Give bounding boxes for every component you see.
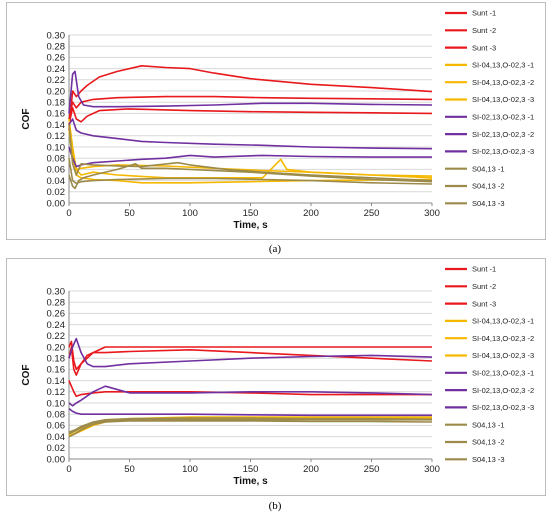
y-tick-label: 0.12 (47, 131, 66, 142)
legend-entry: SI-02,13,O-02,3 -1 (472, 369, 534, 378)
series-line-5 (68, 124, 433, 184)
legend-entry: S04,13 -3 (472, 199, 505, 208)
y-tick-label: 0.02 (47, 443, 66, 454)
legend-entry: SI-02,13,O-02,3 -3 (472, 403, 534, 412)
x-tick-label: 50 (124, 464, 135, 475)
y-tick-label: 0.20 (47, 86, 66, 97)
series-line-3 (68, 380, 432, 398)
chart-panel-b: 0.00 0.02 0.04 0.06 0.08 0.10 0.12 0.14 0.16 0.18… (6, 258, 546, 496)
y-tick-label: 0.00 (47, 198, 66, 209)
series-line-2 (68, 107, 433, 125)
x-tick-label: 300 (424, 464, 440, 475)
series-line-7 (68, 337, 433, 368)
y-tick-label: 0.26 (47, 309, 66, 320)
legend-entry: SI-04,13,O-02,3 -3 (472, 95, 534, 104)
legend-entry: S04,13 -1 (472, 420, 505, 429)
chart-panel-a: 0.00 0.02 0.04 0.06 0.08 0.10 0.12 0.14 0.16 0.18… (6, 2, 546, 240)
y-tick-label: 0.24 (47, 320, 66, 331)
y-tick-label: 0.18 (47, 98, 66, 109)
legend-entry: Sunt -1 (472, 9, 496, 18)
x-tick-label: 150 (243, 208, 259, 219)
y-tick-label: 0.12 (47, 387, 66, 398)
y-tick-label: 0.10 (47, 398, 66, 409)
legend-entry: SI-04,13,O-02,3 -2 (472, 334, 534, 343)
x-tick-label: 0 (66, 464, 71, 475)
x-tick-label: 250 (364, 208, 380, 219)
legend-entry: SI-02,13,O-02,3 -2 (472, 130, 534, 139)
y-tick-label: 0.04 (47, 176, 66, 187)
legend-entry: Sunt -2 (472, 282, 496, 291)
y-axis-title: COF (21, 364, 32, 385)
x-tick-label: 200 (303, 208, 319, 219)
series-line-12 (68, 158, 433, 185)
y-tick-label: 0.22 (47, 331, 66, 342)
legend-entry: Sunt -3 (472, 299, 496, 308)
x-tick-label: 0 (66, 208, 71, 219)
legend-entry: SI-02,13,O-02,3 -3 (472, 147, 534, 156)
y-axis-title: COF (21, 108, 32, 129)
x-tick-label: 250 (364, 464, 380, 475)
series-line-8 (68, 385, 433, 407)
chart-a: 0.000.020.040.060.080.100.120.140.160.18… (21, 9, 534, 231)
x-tick-label: 100 (182, 208, 198, 219)
y-tick-label: 0.26 (47, 53, 66, 64)
y-tick-label: 0.24 (47, 64, 66, 75)
legend-entry: SI-02,13,O-02,3 -1 (472, 113, 534, 122)
legend-entry: SI-04,13,O-02,3 -1 (472, 61, 534, 70)
y-tick-label: 0.14 (47, 376, 66, 387)
series-line-3 (68, 95, 433, 120)
legend-entry: SI-04,13,O-02,3 -3 (472, 351, 534, 360)
y-tick-label: 0.30 (47, 30, 66, 41)
series-line-9 (68, 407, 432, 417)
y-tick-label: 0.18 (47, 354, 66, 365)
legend-entry: S04,13 -2 (472, 182, 505, 191)
x-axis-title: Time, s (233, 220, 268, 231)
legend-entry: Sunt -3 (472, 43, 496, 52)
series-line-11 (68, 163, 433, 190)
series-line-6 (68, 130, 433, 177)
y-tick-label: 0.00 (47, 454, 66, 465)
y-tick-label: 0.16 (47, 365, 66, 376)
x-tick-label: 150 (243, 464, 259, 475)
y-tick-label: 0.08 (47, 410, 66, 421)
legend-entry: SI-04,13,O-02,3 -2 (472, 78, 534, 87)
caption-a: (a) (268, 243, 282, 255)
series-line-10 (68, 124, 433, 182)
series-line-2 (68, 340, 433, 371)
y-tick-label: 0.04 (47, 432, 66, 443)
legend-entry: Sunt -2 (472, 26, 496, 35)
x-tick-label: 200 (303, 464, 319, 475)
y-tick-label: 0.28 (47, 298, 66, 309)
series-line-12 (68, 417, 433, 433)
y-tick-label: 0.30 (47, 286, 66, 297)
y-tick-label: 0.22 (47, 75, 66, 86)
caption-b: (b) (268, 500, 282, 512)
x-axis-title: Time, s (233, 476, 268, 487)
series-line-9 (68, 146, 432, 168)
legend-entry: SI-04,13,O-02,3 -1 (472, 317, 534, 326)
y-tick-label: 0.16 (47, 109, 66, 120)
x-tick-label: 100 (182, 464, 198, 475)
series-line-7 (68, 70, 433, 114)
y-tick-label: 0.08 (47, 154, 66, 165)
y-tick-label: 0.10 (47, 142, 66, 153)
series-line-11 (68, 420, 433, 438)
chart-b: 0.000.020.040.060.080.100.120.140.160.18… (21, 265, 534, 487)
legend-entry: S04,13 -3 (472, 455, 505, 464)
y-tick-label: 0.06 (47, 421, 66, 432)
y-tick-label: 0.28 (47, 42, 66, 53)
legend-entry: Sunt -1 (472, 265, 496, 274)
series-line-10 (68, 419, 432, 435)
y-tick-label: 0.06 (47, 165, 66, 176)
y-tick-label: 0.02 (47, 187, 66, 198)
x-tick-label: 50 (124, 208, 135, 219)
x-tick-label: 300 (424, 208, 440, 219)
legend-entry: S04,13 -2 (472, 438, 505, 447)
series-line-8 (68, 118, 433, 150)
y-tick-label: 0.14 (47, 120, 66, 131)
y-tick-label: 0.20 (47, 342, 66, 353)
legend-entry: S04,13 -1 (472, 164, 505, 173)
legend-entry: SI-02,13,O-02,3 -2 (472, 386, 534, 395)
series-line-1 (68, 346, 432, 376)
